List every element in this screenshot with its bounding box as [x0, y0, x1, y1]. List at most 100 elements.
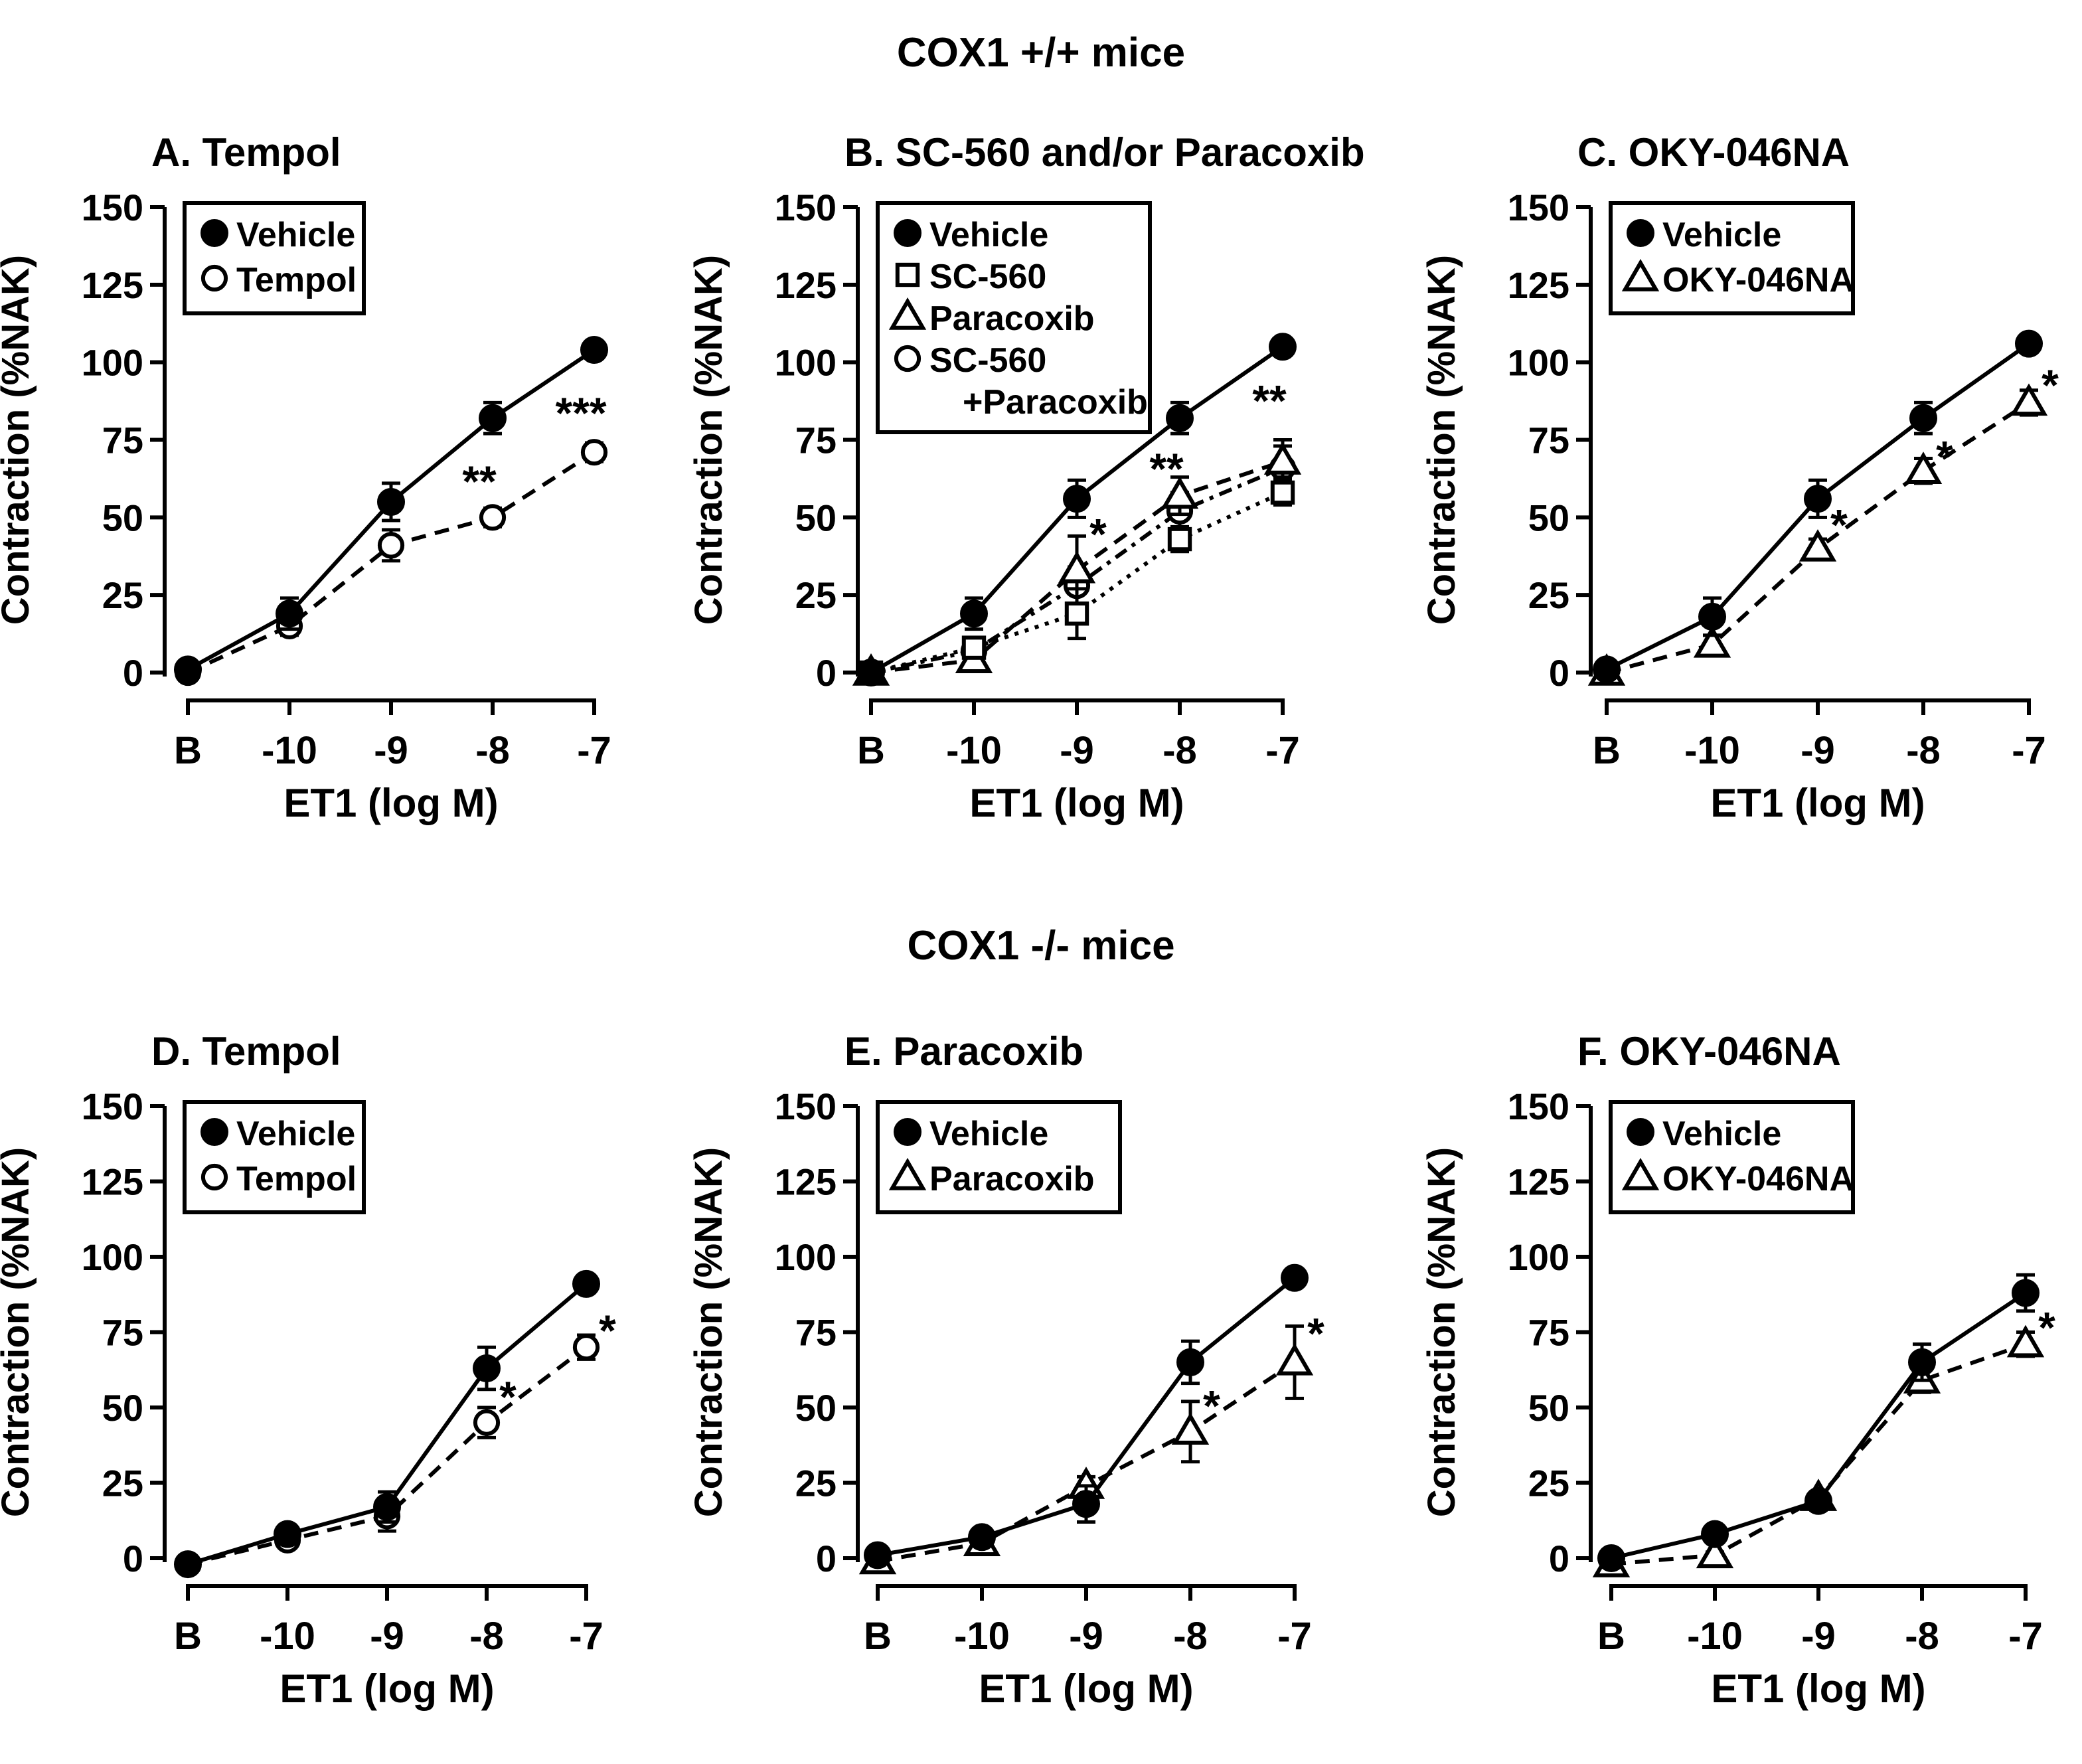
data-point	[580, 335, 608, 364]
x-tick-label: -10	[260, 1615, 315, 1658]
y-axis-label: Contraction (%NAK)	[0, 255, 37, 625]
y-tick-label: 25	[1528, 574, 1569, 616]
legend-label: Vehicle	[929, 216, 1048, 254]
data-point	[274, 1520, 301, 1548]
y-tick-label: 50	[1528, 497, 1569, 538]
legend: Vehicle Tempol	[183, 1100, 366, 1214]
x-tick-label: -7	[1265, 729, 1300, 772]
legend-marker-icon	[894, 219, 921, 247]
legend-frame	[876, 1100, 1122, 1214]
y-axis-label: Contraction (%NAK)	[0, 1147, 37, 1517]
series-vehicle	[1593, 329, 2043, 684]
legend-marker-icon	[200, 219, 228, 247]
x-tick-label: -7	[569, 1615, 603, 1658]
y-tick-label: 75	[795, 420, 837, 461]
panel-f: F. OKY-046NA 0 25 50 75 100 125 150 Contraction …	[1420, 1029, 2055, 1711]
data-point	[174, 1550, 202, 1579]
legend-label: +Paracoxib	[963, 383, 1148, 422]
x-axis-label: ET1 (log M)	[1710, 781, 1925, 825]
significance-marker: **	[1252, 376, 1287, 425]
data-point	[1804, 1486, 1832, 1515]
data-point	[1696, 1536, 1734, 1569]
data-point	[1701, 1520, 1729, 1548]
y-tick-label: 0	[123, 652, 143, 694]
series-oky-046na	[1592, 1324, 2045, 1577]
x-tick-label: -8	[1173, 1615, 1208, 1658]
data-point	[1904, 451, 1943, 484]
y-tick-label: 125	[82, 264, 143, 306]
y-tick-label: 0	[816, 652, 837, 694]
x-axis-label: ET1 (log M)	[280, 1666, 494, 1711]
panel-e: E. Paracoxib 0 25 50 75 100 125 150 Contraction …	[687, 1029, 1324, 1711]
legend-marker-icon	[894, 345, 921, 372]
y-tick-label: 0	[816, 1538, 837, 1579]
data-point	[2015, 329, 2043, 358]
data-point	[1275, 1342, 1314, 1376]
x-tick-label: -9	[370, 1615, 404, 1658]
significance-marker: *	[599, 1306, 616, 1355]
legend-marker-icon	[1627, 219, 1654, 247]
y-axis-label: Contraction (%NAK)	[1420, 255, 1463, 625]
panels-group: A. Tempol 0 25 50 75 100 125 150 Contraction (%N…	[0, 130, 2059, 1711]
panel-title: F. OKY-046NA	[1577, 1029, 1841, 1074]
y-axis-label: Contraction (%NAK)	[687, 1147, 730, 1517]
series-vehicle	[1597, 1273, 2040, 1572]
series-vehicle	[174, 1269, 600, 1579]
data-point	[377, 487, 405, 516]
series-oky-046na	[1587, 383, 2048, 686]
data-point	[1058, 550, 1096, 584]
data-point	[174, 655, 202, 684]
significance-marker: ***	[555, 388, 606, 438]
y-axis-label: Contraction (%NAK)	[1420, 1147, 1463, 1517]
data-point	[580, 439, 608, 466]
series-paracoxib	[858, 1324, 1314, 1575]
legend-marker-icon	[200, 264, 228, 292]
data-point	[572, 1334, 600, 1361]
x-tick-label: -8	[1905, 1615, 1939, 1658]
data-point	[1166, 404, 1194, 432]
x-tick-label: -10	[946, 729, 1002, 772]
x-axis-label: ET1 (log M)	[283, 781, 498, 825]
significance-marker: *	[1089, 509, 1107, 558]
y-tick-label: 100	[775, 1236, 837, 1278]
x-tick-label: -7	[2008, 1615, 2043, 1658]
x-tick-label: B	[864, 1615, 892, 1658]
data-point	[1176, 1348, 1204, 1376]
x-axis-label: ET1 (log M)	[1711, 1666, 1925, 1711]
x-tick-label: B	[174, 1615, 202, 1658]
legend-marker-icon	[895, 262, 920, 287]
data-point	[1597, 1544, 1625, 1572]
x-tick-label: -8	[475, 729, 510, 772]
y-tick-label: 100	[775, 342, 837, 384]
y-tick-label: 50	[102, 497, 143, 538]
y-tick-label: 150	[82, 1085, 143, 1127]
data-point	[276, 600, 303, 628]
data-point	[1171, 1412, 1210, 1445]
legend: Vehicle OKY-046NA	[1609, 201, 1855, 315]
legend-label: SC-560	[929, 258, 1046, 296]
legend-label: Tempol	[236, 261, 357, 299]
legend-marker-icon	[200, 1118, 228, 1146]
x-tick-label: -9	[1069, 1615, 1103, 1658]
y-tick-label: 25	[102, 574, 143, 616]
legend-marker-icon	[894, 1118, 921, 1146]
y-tick-label: 150	[1508, 187, 1569, 228]
y-tick-label: 150	[775, 1085, 837, 1127]
y-tick-label: 100	[82, 342, 143, 384]
data-point	[1908, 1348, 1936, 1376]
data-point	[1593, 655, 1621, 684]
legend-label: Vehicle	[929, 1115, 1048, 1153]
y-tick-label: 25	[795, 574, 837, 616]
x-axis-label: ET1 (log M)	[979, 1666, 1193, 1711]
legend-label: Paracoxib	[929, 1160, 1095, 1198]
x-tick-label: -10	[954, 1615, 1010, 1658]
y-tick-label: 0	[123, 1538, 143, 1579]
series-vehicle	[174, 335, 608, 684]
legend-marker-icon	[1621, 259, 1660, 291]
legend-label: Paracoxib	[929, 299, 1095, 338]
panel-title: C. OKY-046NA	[1577, 130, 1850, 175]
legend-marker-icon	[888, 1158, 927, 1190]
significance-marker: *	[1307, 1309, 1324, 1358]
data-point	[1167, 526, 1192, 552]
